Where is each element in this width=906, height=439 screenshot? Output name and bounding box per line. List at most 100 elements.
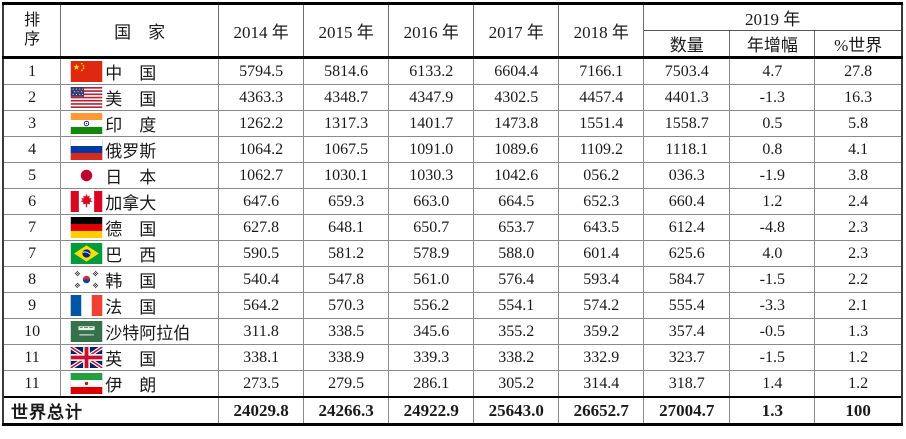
header-year-2016: 2016 年 <box>388 3 475 58</box>
country-name: 英 国 <box>105 350 157 369</box>
value-cell: 056.2 <box>558 162 645 189</box>
value-cell: 1.2 <box>729 188 816 215</box>
table-row: 10 沙特阿拉伯 311.8 338.5 345.6 355.2 359.2 357.4 -0.… <box>2 318 904 345</box>
value-cell: 318.7 <box>643 370 731 398</box>
value-cell: 627.8 <box>218 214 305 241</box>
value-cell: 1067.5 <box>303 136 390 163</box>
total-row: 世界总计 24029.8 24266.3 24922.9 25643.0 26652.7 2… <box>2 396 904 425</box>
value-cell: 2.3 <box>814 214 904 241</box>
country-cell: 法 国 <box>60 292 220 319</box>
rank-cell: 8 <box>2 266 62 293</box>
country-name: 加拿大 <box>105 194 157 213</box>
value-cell: 338.5 <box>303 318 390 345</box>
value-cell: 578.9 <box>388 240 475 267</box>
flag-china-icon <box>70 61 103 82</box>
value-cell: 338.9 <box>303 344 390 371</box>
rank-cell: 10 <box>2 318 62 345</box>
value-cell: 1262.2 <box>218 110 305 137</box>
rank-cell: 11 <box>2 370 62 398</box>
country-cell: 韩 国 <box>60 266 220 293</box>
value-cell: 338.2 <box>473 344 560 371</box>
value-cell: -1.5 <box>729 344 816 371</box>
total-value-cell: 1.3 <box>729 396 816 425</box>
value-cell: 305.2 <box>473 370 560 398</box>
flag-iran-icon <box>70 373 103 394</box>
table-row: 1 中 国 5794.5 5814.6 6133.2 6604.4 7166.1 7503.4… <box>2 56 904 85</box>
total-value-cell: 24922.9 <box>388 396 475 425</box>
table-row: 6 加拿大 647.6 659.3 663.0 664.5 652.3 660.4 1.2 2.4 <box>2 188 904 215</box>
value-cell: 4363.3 <box>218 84 305 111</box>
value-cell: -1.3 <box>729 84 816 111</box>
total-value-cell: 25643.0 <box>473 396 560 425</box>
value-cell: 3.8 <box>814 162 904 189</box>
value-cell: 4401.3 <box>643 84 731 111</box>
value-cell: 653.7 <box>473 214 560 241</box>
value-cell: 601.4 <box>558 240 645 267</box>
country-name: 伊 朗 <box>105 376 157 395</box>
table-row: 11 英 国 338.1 338.9 339.3 338.2 332.9 323.7 -1.5 1… <box>2 344 904 371</box>
value-cell: 643.5 <box>558 214 645 241</box>
value-cell: 1.4 <box>729 370 816 398</box>
value-cell: 648.1 <box>303 214 390 241</box>
value-cell: 1473.8 <box>473 110 560 137</box>
value-cell: 273.5 <box>218 370 305 398</box>
header-year-2017: 2017 年 <box>473 3 560 58</box>
value-cell: 660.4 <box>643 188 731 215</box>
total-label: 世界总计 <box>2 396 220 425</box>
country-cell: 德 国 <box>60 214 220 241</box>
header-year-2019-group: 2019 年 <box>643 3 903 31</box>
value-cell: 652.3 <box>558 188 645 215</box>
flag-russia-icon <box>70 139 103 160</box>
value-cell: 345.6 <box>388 318 475 345</box>
value-cell: 1064.2 <box>218 136 305 163</box>
total-value-cell: 24266.3 <box>303 396 390 425</box>
flag-canada-icon <box>70 191 103 212</box>
value-cell: 555.4 <box>643 292 731 319</box>
value-cell: 4.7 <box>729 56 816 85</box>
value-cell: 314.4 <box>558 370 645 398</box>
value-cell: 4457.4 <box>558 84 645 111</box>
table-body: 1 中 国 5794.5 5814.6 6133.2 6604.4 7166.1 7503.4… <box>2 56 904 425</box>
header-rank-line2: 序 <box>24 30 41 48</box>
header-year-2018: 2018 年 <box>558 3 645 58</box>
value-cell: 1089.6 <box>473 136 560 163</box>
header-year-2014: 2014 年 <box>218 3 305 58</box>
rank-cell: 6 <box>2 188 62 215</box>
value-cell: 650.7 <box>388 214 475 241</box>
value-cell: -0.5 <box>729 318 816 345</box>
country-cell: 印 度 <box>60 110 220 137</box>
country-cell: 加拿大 <box>60 188 220 215</box>
value-cell: 4.1 <box>814 136 904 163</box>
total-value-cell: 24029.8 <box>218 396 305 425</box>
flag-brazil-icon <box>70 243 103 264</box>
value-cell: -4.8 <box>729 214 816 241</box>
table-row: 8 韩 国 540.4 547.8 561.0 576.4 593.4 584.7 -1.5 2.… <box>2 266 904 293</box>
value-cell: 1551.4 <box>558 110 645 137</box>
total-value-cell: 100 <box>814 396 904 425</box>
value-cell: 7166.1 <box>558 56 645 85</box>
value-cell: 1030.3 <box>388 162 475 189</box>
country-name: 美 国 <box>105 90 157 109</box>
country-name: 法 国 <box>105 298 157 317</box>
table-row: 11 伊 朗 273.5 279.5 286.1 305.2 314.4 318.7 1.4 1.… <box>2 370 904 398</box>
rank-cell: 4 <box>2 136 62 163</box>
value-cell: 584.7 <box>643 266 731 293</box>
flag-uk-icon <box>70 347 103 368</box>
header-year-2015: 2015 年 <box>303 3 390 58</box>
value-cell: 1.2 <box>814 344 904 371</box>
value-cell: 581.2 <box>303 240 390 267</box>
rank-cell: 3 <box>2 110 62 137</box>
flag-south-korea-icon <box>70 269 103 290</box>
table-row: 4 俄罗斯 1064.2 1067.5 1091.0 1089.6 1109.2 1118.1… <box>2 136 904 163</box>
value-cell: 359.2 <box>558 318 645 345</box>
country-cell: 中 国 <box>60 56 220 85</box>
value-cell: -1.5 <box>729 266 816 293</box>
flag-saudi-arabia-icon <box>70 321 103 342</box>
value-cell: 1030.1 <box>303 162 390 189</box>
flag-india-icon <box>70 113 103 134</box>
country-cell: 俄罗斯 <box>60 136 220 163</box>
value-cell: 664.5 <box>473 188 560 215</box>
value-cell: 6133.2 <box>388 56 475 85</box>
country-cell: 巴 西 <box>60 240 220 267</box>
value-cell: 5.8 <box>814 110 904 137</box>
